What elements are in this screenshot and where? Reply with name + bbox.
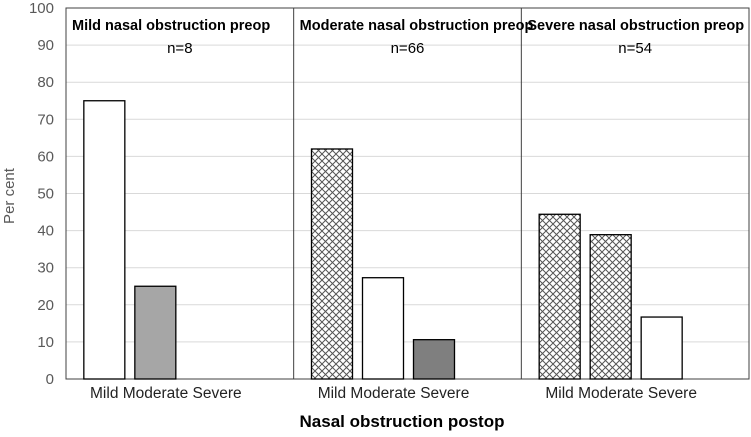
bars — [83, 100, 683, 380]
panel-sample-size: n=54 — [618, 40, 652, 57]
y-tick-label: 10 — [37, 334, 54, 351]
bar-severe — [412, 339, 456, 380]
y-tick-label: 60 — [37, 148, 54, 165]
bar-severe — [640, 316, 683, 380]
x-category-labels: Mild Moderate Severe — [90, 385, 242, 402]
y-tick-label: 90 — [37, 37, 54, 54]
y-tick-label: 100 — [29, 0, 54, 17]
y-tick-label: 0 — [46, 371, 54, 388]
panel-sample-size: n=66 — [391, 40, 425, 57]
panel-headers: Mild nasal obstruction preop n=8 Moderate … — [72, 18, 744, 57]
x-category-labels: Mild Moderate Severe — [318, 385, 470, 402]
y-tick-label: 40 — [37, 223, 54, 240]
bar-mild — [83, 100, 126, 380]
bar-mild — [538, 213, 581, 380]
y-axis-label: Per cent — [1, 167, 18, 224]
bar-moderate — [134, 285, 177, 380]
y-axis-ticks: 0 10 20 30 40 50 60 70 80 90 100 — [29, 0, 54, 388]
category-labels: Mild Moderate Severe Mild Moderate Severe… — [90, 385, 697, 402]
plot-frame — [65, 7, 750, 380]
x-axis-label: Nasal obstruction postop — [300, 412, 505, 431]
y-tick-label: 70 — [37, 111, 54, 128]
x-category-labels: Mild Moderate Severe — [545, 385, 697, 402]
bar-moderate — [589, 234, 632, 380]
panel-title: Severe nasal obstruction preop — [527, 18, 744, 34]
panel-title: Mild nasal obstruction preop — [72, 18, 270, 34]
bar-mild — [310, 148, 354, 380]
panel-sample-size: n=8 — [167, 40, 192, 57]
y-tick-label: 80 — [37, 74, 54, 91]
y-tick-label: 50 — [37, 186, 54, 203]
panel-title: Moderate nasal obstruction preop — [300, 18, 534, 34]
y-tick-label: 20 — [37, 297, 54, 314]
y-tick-label: 30 — [37, 260, 54, 277]
bar-moderate — [361, 277, 405, 380]
panel-dividers — [65, 7, 750, 380]
